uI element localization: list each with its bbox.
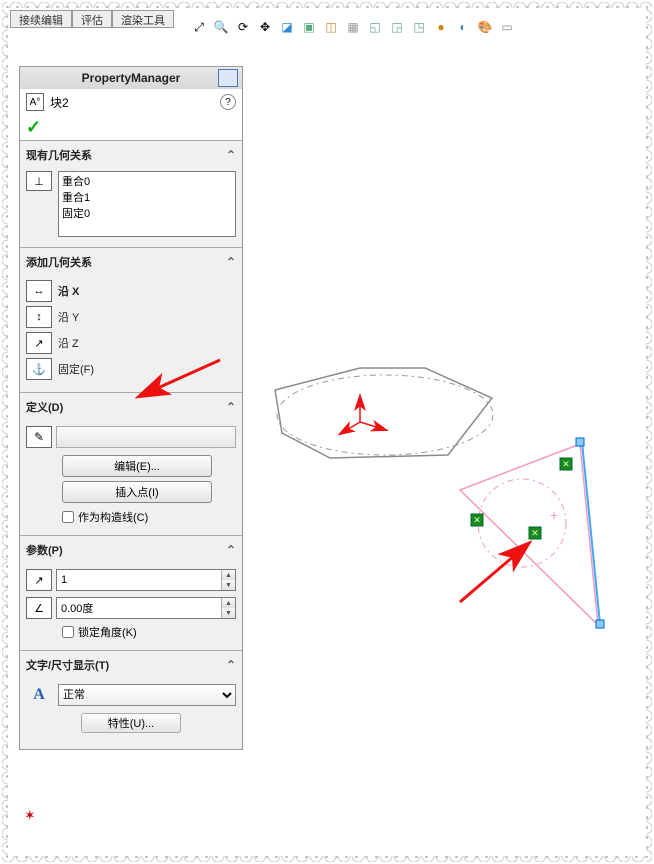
pm-title-row: A° 块2 ? [20, 89, 242, 115]
cube2-icon[interactable]: ◲ [388, 18, 406, 36]
annotation-arrow [460, 544, 528, 602]
hide-show-icon[interactable]: ▦ [344, 18, 362, 36]
help-icon[interactable]: ? [220, 94, 236, 110]
along-z-label[interactable]: 沿 Z [58, 335, 79, 351]
list-item[interactable]: 重合0 [61, 173, 233, 189]
path-icon[interactable]: ✎ [26, 426, 52, 448]
display-style-icon[interactable]: ◫ [322, 18, 340, 36]
sketch-circle [478, 479, 566, 567]
angle-input[interactable]: 0.00度▲▼ [56, 597, 236, 619]
relations-list[interactable]: 重合0 重合1 固定0 [58, 171, 236, 237]
scale-icon: ↗ [26, 569, 52, 591]
tab-edit[interactable]: 接续编辑 [10, 10, 72, 28]
collapse-icon[interactable]: ⌃ [226, 255, 236, 269]
section-definition[interactable]: 定义(D)⌃ [20, 393, 242, 419]
pin-icon[interactable] [218, 69, 238, 87]
collapse-icon[interactable]: ⌃ [226, 148, 236, 162]
sketch-ellipse [277, 375, 493, 455]
collapse-icon[interactable]: ⌃ [226, 658, 236, 672]
section-text-display[interactable]: 文字/尺寸显示(T)⌃ [20, 651, 242, 677]
center-mark: + [550, 507, 558, 523]
list-item[interactable]: 固定0 [61, 205, 233, 221]
origin-icon: ✶ [24, 807, 36, 824]
pm-confirm-row: ✓ [20, 115, 242, 140]
construction-checkbox[interactable]: 作为构造线(C) [62, 509, 236, 525]
text-display-select[interactable]: 正常 [58, 684, 236, 706]
zoom-fit-icon[interactable]: ⤢ [190, 18, 208, 36]
tab-evaluate[interactable]: 评估 [72, 10, 112, 28]
block-icon: A° [26, 93, 44, 111]
section-icon[interactable]: ◪ [278, 18, 296, 36]
cube3-icon[interactable]: ◳ [410, 18, 428, 36]
svg-text:✕: ✕ [562, 459, 570, 469]
along-y-icon[interactable]: ↕ [26, 306, 52, 328]
zoom-area-icon[interactable]: 🔍 [212, 18, 230, 36]
render-icon[interactable]: 🎨 [476, 18, 494, 36]
along-z-icon[interactable]: ↗ [26, 332, 52, 354]
section-add-relations[interactable]: 添加几何关系⌃ [20, 248, 242, 274]
fix-label[interactable]: 固定(F) [58, 361, 94, 377]
relation-icon: ⊥ [26, 171, 52, 191]
along-x-label[interactable]: 沿 X [58, 283, 79, 299]
ok-icon[interactable]: ✓ [26, 117, 41, 137]
svg-text:✕: ✕ [473, 515, 481, 525]
origin-triad [340, 396, 386, 434]
cube1-icon[interactable]: ◱ [366, 18, 384, 36]
selected-edge[interactable] [582, 442, 600, 624]
screen-icon[interactable]: ▭ [498, 18, 516, 36]
scale-input[interactable]: 1▲▼ [56, 569, 236, 591]
font-icon: A [26, 684, 52, 706]
rotate-icon[interactable]: ⟳ [234, 18, 252, 36]
properties-button[interactable]: 特性(U)... [81, 713, 181, 733]
endpoint-handle[interactable] [576, 438, 584, 446]
sketch-polygon [275, 368, 492, 458]
along-y-label[interactable]: 沿 Y [58, 309, 79, 325]
insert-point-button[interactable]: 插入点(I) [62, 481, 212, 503]
view-orient-icon[interactable]: ▣ [300, 18, 318, 36]
list-item[interactable]: 重合1 [61, 189, 233, 205]
collapse-icon[interactable]: ⌃ [226, 400, 236, 414]
pm-header: PropertyManager [20, 67, 242, 89]
view-toolbar: ⤢ 🔍 ⟳ ✥ ◪ ▣ ◫ ▦ ◱ ◲ ◳ ● ◐ 🎨 ▭ [190, 18, 516, 36]
property-manager-panel: PropertyManager A° 块2 ? ✓ 现有几何关系⌃ ⊥ 重合0 … [19, 66, 243, 750]
lock-angle-checkbox[interactable]: 锁定角度(K) [62, 624, 236, 640]
fix-icon[interactable]: ⚓ [26, 358, 52, 380]
section-existing-relations[interactable]: 现有几何关系⌃ [20, 141, 242, 167]
angle-icon: ∠ [26, 597, 52, 619]
path-field[interactable] [56, 426, 236, 448]
along-x-icon[interactable]: ↔ [26, 280, 52, 302]
pm-title: 块2 [50, 94, 69, 111]
collapse-icon[interactable]: ⌃ [226, 543, 236, 557]
pan-icon[interactable]: ✥ [256, 18, 274, 36]
graphics-canvas[interactable]: ✕ ✕ ✕ + [260, 40, 654, 840]
scene-icon[interactable]: ◐ [454, 18, 472, 36]
edit-button[interactable]: 编辑(E)... [62, 455, 212, 477]
tab-render[interactable]: 渲染工具 [112, 10, 174, 28]
section-parameters[interactable]: 参数(P)⌃ [20, 536, 242, 562]
appearance-icon[interactable]: ● [432, 18, 450, 36]
endpoint-handle[interactable] [596, 620, 604, 628]
svg-text:✕: ✕ [531, 528, 539, 538]
